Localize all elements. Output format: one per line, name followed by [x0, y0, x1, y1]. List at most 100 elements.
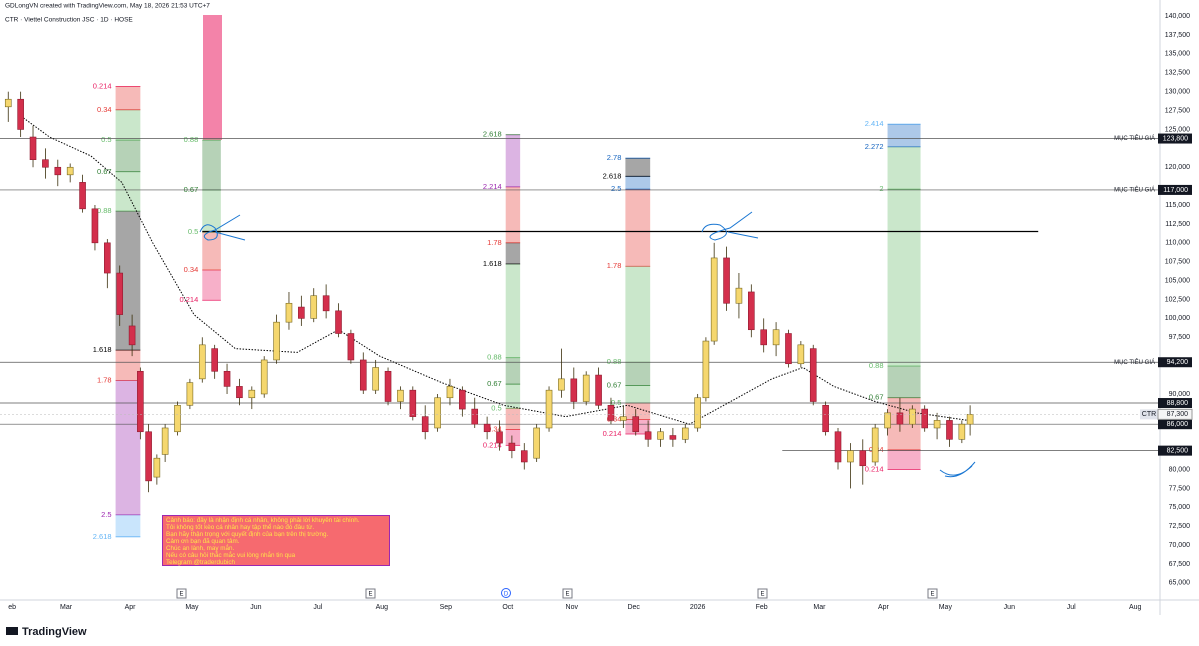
fib-band — [625, 385, 651, 404]
price-label: 88,800 — [1167, 400, 1189, 407]
candle-body — [809, 348, 817, 402]
candle-body — [834, 431, 842, 463]
fib-label: 1.78 — [607, 261, 622, 270]
fib-label: 1.78 — [487, 238, 502, 247]
x-tick-label: Nov — [566, 604, 579, 611]
logo-mark — [6, 627, 18, 635]
candle-body — [298, 306, 305, 319]
warning-box: Cảnh báo: đây là nhận định cá nhân, khôn… — [162, 515, 390, 566]
fib-band — [202, 140, 221, 190]
last-price-label: 87,300 — [1167, 411, 1189, 418]
y-tick-label: 115,000 — [1165, 202, 1190, 209]
fib-band — [505, 242, 521, 264]
fib-band — [505, 384, 521, 409]
fib-band — [505, 357, 521, 385]
price-label-box — [1158, 419, 1192, 430]
x-tick-label: Jul — [313, 604, 322, 611]
y-tick-label: 102,500 — [1165, 296, 1190, 303]
y-tick-label: 67,500 — [1169, 561, 1191, 568]
candle-body — [958, 423, 966, 440]
candle-body — [723, 257, 730, 304]
price-note: MỤC TIÊU GIÁ — [1114, 358, 1155, 366]
candle-body — [285, 302, 293, 323]
candle-body — [632, 416, 640, 433]
candle-body — [359, 359, 367, 391]
fib-label: 2 — [879, 184, 883, 193]
x-tick-label: Jun — [250, 604, 261, 611]
x-tick-label: Mar — [60, 604, 73, 611]
price-label-box — [1158, 357, 1192, 368]
candle-body — [657, 431, 664, 440]
candle-body — [607, 404, 615, 421]
candle-body — [223, 370, 231, 387]
candle-body — [347, 333, 355, 361]
candle-body — [710, 257, 718, 342]
y-tick-label: 65,000 — [1169, 580, 1191, 587]
fib-label: 0.5 — [491, 403, 501, 412]
candle-body — [421, 416, 429, 433]
y-tick-label: 70,000 — [1169, 542, 1191, 549]
candle-body — [248, 389, 256, 399]
y-tick-label: 77,500 — [1169, 485, 1191, 492]
price-label-box — [1158, 445, 1192, 456]
candle-body — [409, 389, 417, 417]
fib-label: 0.214 — [179, 295, 198, 304]
candle-body — [29, 136, 37, 160]
event-label: E — [565, 592, 569, 598]
y-tick-label: 127,500 — [1165, 107, 1190, 114]
x-tick-label: Aug — [376, 604, 389, 611]
candle-body — [42, 159, 49, 168]
candle-body — [145, 431, 152, 482]
candle-body — [748, 291, 755, 331]
candle-body — [17, 98, 24, 130]
y-tick-label: 107,500 — [1165, 259, 1190, 266]
fib-band — [115, 140, 141, 172]
candle-body — [79, 182, 86, 210]
fib-band — [625, 266, 651, 363]
fib-band — [115, 350, 141, 381]
fib-label: 0.214 — [483, 440, 502, 449]
candle-body — [91, 208, 99, 244]
event-box — [927, 588, 938, 599]
fib-label: 2.618 — [483, 130, 502, 139]
fib-band — [115, 109, 141, 141]
x-tick-label: Apr — [125, 604, 137, 611]
candle-body — [909, 408, 916, 425]
price-label: 123,800 — [1163, 135, 1188, 142]
candle-body — [372, 367, 379, 391]
x-tick-label: Jun — [1004, 604, 1015, 611]
moving-average — [18, 113, 969, 425]
candle-body — [384, 370, 392, 402]
fib-label: 0.88 — [869, 361, 884, 370]
y-tick-label: 112,500 — [1165, 221, 1190, 228]
price-note: MỤC TIÊU GIÁ — [1114, 186, 1155, 194]
event-label: E — [930, 592, 934, 598]
candle-body — [620, 416, 627, 421]
y-tick-label: 105,000 — [1165, 277, 1190, 284]
fib-label: 0.67 — [487, 379, 502, 388]
event-label: E — [179, 592, 183, 598]
candle-body — [66, 166, 74, 176]
x-tick-label: Dec — [627, 604, 640, 611]
fib-label: 0.34 — [184, 265, 199, 274]
price-label: 94,200 — [1167, 359, 1189, 366]
x-tick-label: Sep — [440, 604, 453, 611]
candle-body — [921, 408, 928, 429]
credit: GDLongVN created with TradingView.com, M… — [5, 3, 210, 10]
y-tick-label: 135,000 — [1165, 51, 1190, 58]
candle-body — [822, 404, 829, 433]
fib-band — [115, 380, 141, 515]
x-tick-label: May — [185, 604, 199, 611]
fib-label: 0.67 — [97, 167, 112, 176]
candle-body — [186, 382, 194, 406]
logo: TradingView — [22, 626, 87, 638]
fib-label: 0.214 — [93, 81, 112, 90]
candle-body — [933, 420, 941, 429]
fib-label: 2.272 — [865, 142, 884, 151]
candle-body — [153, 457, 161, 478]
fib-band — [887, 124, 921, 147]
y-tick-label: 137,500 — [1165, 32, 1190, 39]
fib-label: 2.5 — [611, 184, 621, 193]
